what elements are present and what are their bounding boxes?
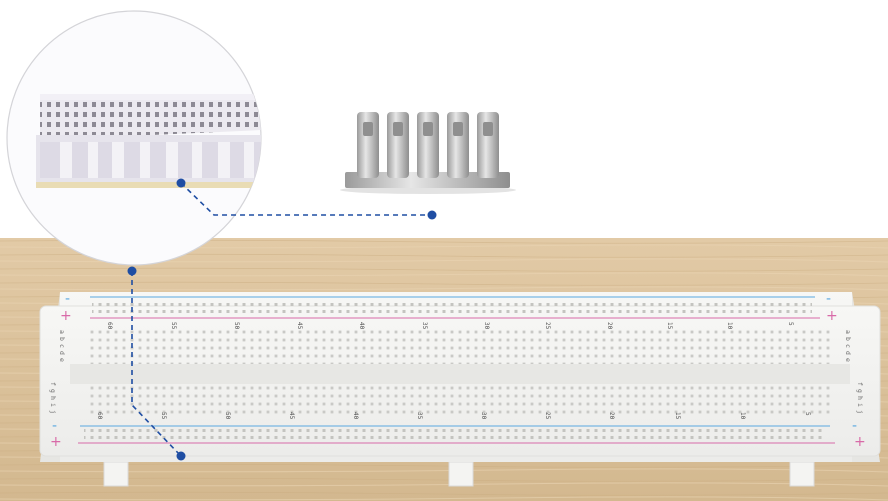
- row-letter: g: [856, 389, 864, 393]
- top-number: 45: [296, 322, 303, 330]
- row-letter: d: [58, 351, 66, 355]
- bottom-number: 45: [288, 412, 295, 420]
- bottom-number: 10: [739, 412, 746, 420]
- row-letter: e: [58, 358, 66, 362]
- row-letter: i: [856, 403, 864, 407]
- top-number: 5: [787, 322, 794, 326]
- top-number: 25: [544, 322, 551, 330]
- row-letter: f: [856, 382, 864, 386]
- bottom-column-numbers: 60 55 50 45 40 35 30 25 20 15 10 5: [96, 412, 811, 420]
- row-letter: j: [856, 410, 864, 414]
- bottom-number: 5: [804, 412, 811, 416]
- rail-minus-top-right: -: [826, 291, 831, 307]
- row-letter: b: [844, 337, 852, 341]
- row-letter: e: [844, 358, 852, 362]
- bottom-number: 40: [352, 412, 359, 420]
- rail-plus-top-left: +: [60, 308, 72, 324]
- row-letter: i: [49, 403, 57, 407]
- top-number: 15: [666, 322, 673, 330]
- rail-plus-top-right: +: [826, 308, 838, 324]
- top-number: 40: [358, 322, 365, 330]
- callout-lines: [131, 182, 432, 457]
- rail-minus-bottom-left: -: [52, 418, 57, 434]
- rail-plus-bottom-right: +: [854, 434, 866, 450]
- row-letter: h: [49, 396, 57, 400]
- row-letter: g: [49, 389, 57, 393]
- rail-minus-bottom-right: -: [852, 418, 857, 434]
- bottom-number: 50: [224, 412, 231, 420]
- metal-clip-strip-icon: [340, 112, 516, 194]
- row-letter: j: [49, 410, 57, 414]
- bottom-number: 15: [674, 412, 681, 420]
- top-number: 10: [726, 322, 733, 330]
- row-letter: h: [856, 396, 864, 400]
- bottom-number: 60: [96, 412, 103, 420]
- rail-minus-top-left: -: [65, 291, 70, 307]
- row-letter: c: [58, 344, 66, 348]
- callout-dot-icon: [427, 210, 437, 220]
- row-letter: b: [58, 337, 66, 341]
- row-letter: c: [844, 344, 852, 348]
- left-row-letters: a b c d e f g h i j: [49, 330, 66, 414]
- top-number: 55: [170, 322, 177, 330]
- callout-dot-icon: [176, 451, 186, 461]
- callout-dot-icon: [176, 178, 186, 188]
- breadboard: - + - + - + - + 60 55 50 45 40 35 30 25 …: [39, 291, 881, 487]
- magnifier-callout-circle-icon: [6, 10, 262, 266]
- top-number: 60: [106, 322, 113, 330]
- right-row-letters: a b c d e f g h i j: [844, 330, 864, 414]
- bottom-number: 55: [160, 412, 167, 420]
- top-number: 35: [421, 322, 428, 330]
- bottom-number: 25: [544, 412, 551, 420]
- row-letter: a: [844, 330, 852, 334]
- top-number: 30: [483, 322, 490, 330]
- bottom-number: 30: [480, 412, 487, 420]
- bottom-number: 20: [608, 412, 615, 420]
- row-letter: f: [49, 382, 57, 386]
- top-column-numbers: 60 55 50 45 40 35 30 25 20 15 10 5: [106, 322, 794, 330]
- row-letter: a: [58, 330, 66, 334]
- callout-dot-icon: [127, 266, 137, 276]
- top-number: 50: [233, 322, 240, 330]
- bottom-number: 35: [416, 412, 423, 420]
- rail-plus-bottom-left: +: [50, 434, 62, 450]
- row-letter: d: [844, 351, 852, 355]
- top-number: 20: [606, 322, 613, 330]
